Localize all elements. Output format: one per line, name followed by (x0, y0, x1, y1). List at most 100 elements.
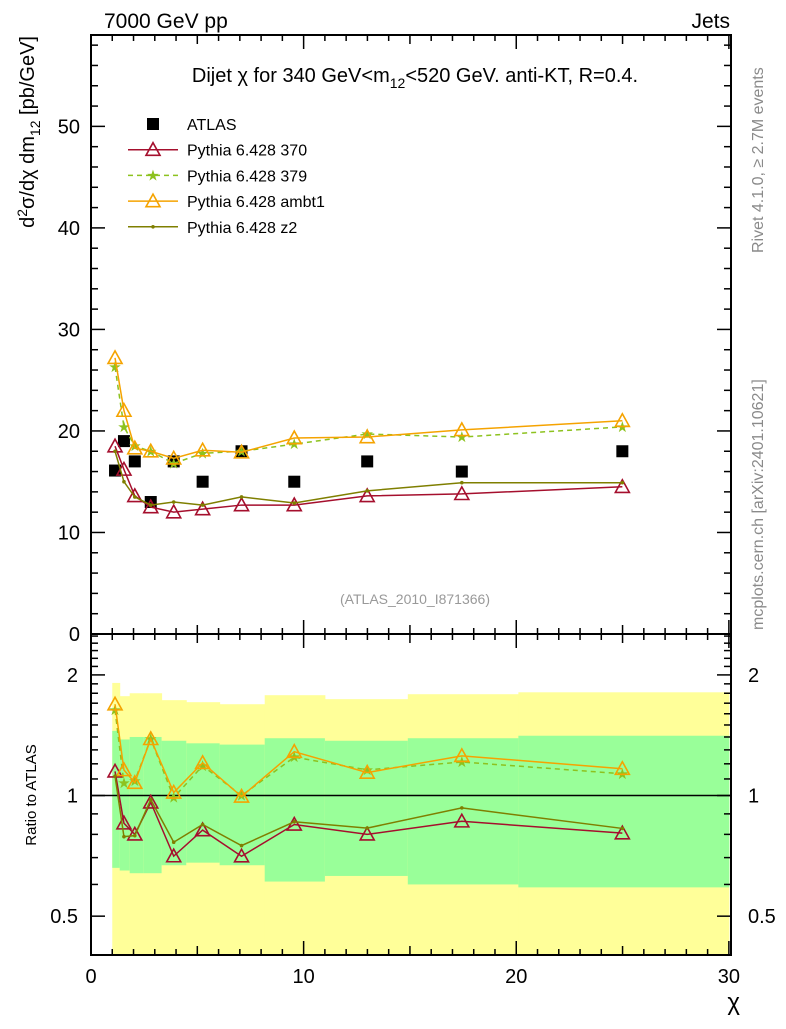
mcplots-label: mcplots.cern.ch [arXiv:2401.10621] (750, 379, 767, 630)
data-point-triangle (613, 412, 631, 428)
x-tick-label: 10 (292, 966, 314, 988)
data-point-dot (113, 774, 117, 778)
data-point-dot (239, 843, 244, 848)
data-point-dot (171, 840, 176, 845)
data-point-star: ★ (455, 754, 468, 771)
data-point-square (361, 455, 374, 468)
data-point-triangle (358, 487, 376, 503)
x-tick-label: 0 (85, 966, 96, 988)
x-tick-label: 30 (718, 966, 740, 988)
data-point-triangle (233, 443, 250, 459)
ratio-band-inner (119, 739, 131, 871)
data-point-star: ★ (360, 426, 373, 443)
ratio-y-axis-label: Ratio to ATLAS (23, 744, 40, 845)
data-point-triangle (126, 825, 144, 841)
y-tick-label: 30 (58, 319, 80, 341)
data-point-triangle (126, 774, 144, 790)
data-point-star: ★ (455, 429, 468, 446)
data-point-triangle (165, 503, 183, 519)
data-point-star: ★ (196, 445, 209, 462)
data-point-triangle (453, 747, 471, 763)
data-point-dot (365, 826, 369, 830)
data-point-dot (151, 225, 155, 229)
data-point-square (616, 445, 629, 458)
ratio-band-inner (129, 736, 144, 874)
data-point-triangle (194, 500, 211, 516)
data-point-star: ★ (146, 167, 159, 184)
data-point-dot (620, 480, 625, 485)
data-point-triangle (142, 442, 160, 458)
data-point-triangle (613, 824, 631, 840)
y-tick-label: 40 (58, 218, 80, 240)
data-point-square (196, 475, 209, 488)
legend-label: Pythia 6.428 370 (187, 143, 307, 160)
x-axis-label: χ (727, 989, 740, 1016)
data-point-triangle (613, 760, 631, 776)
data-point-dot (122, 834, 126, 839)
y-tick-label: 10 (58, 522, 80, 544)
ratio-series-line (114, 704, 623, 798)
data-point-dot (113, 449, 117, 454)
data-point-square (128, 455, 141, 468)
rivet-label: Rivet 4.1.0, ≥ 2.7M events (750, 67, 767, 253)
chart-title: Dijet χ for 340 GeV<m12<520 GeV. anti-KT… (192, 65, 638, 91)
data-point-triangle (453, 421, 471, 437)
data-point-triangle (613, 478, 631, 494)
data-point-triangle (142, 730, 160, 746)
data-point-triangle (165, 847, 183, 863)
series-line (114, 357, 623, 460)
data-point-triangle (453, 812, 471, 828)
data-point-triangle (453, 485, 471, 501)
y-axis-label: d2σ/dχ dm12 [pb/GeV] (14, 36, 43, 228)
ratio-series-line (114, 710, 623, 799)
data-point-star: ★ (616, 419, 629, 436)
data-point-square (455, 465, 468, 478)
data-point-dot (460, 480, 464, 485)
data-point-dot (200, 503, 205, 507)
data-point-triangle (194, 754, 211, 770)
series-line (114, 445, 623, 513)
legend-label: Pythia 6.428 ambt1 (187, 194, 325, 211)
data-point-dot (292, 819, 297, 824)
legend-label: Pythia 6.428 z2 (187, 220, 297, 237)
data-point-triangle (115, 814, 133, 830)
data-point-triangle (126, 487, 144, 503)
ratio-band-inner (161, 740, 187, 866)
data-point-dot (239, 495, 244, 499)
ratio-tick-label-left: 2 (67, 665, 78, 687)
data-point-triangle (358, 428, 376, 444)
y-tick-label: 0 (69, 624, 80, 646)
data-point-dot (171, 500, 176, 504)
data-point-triangle (358, 763, 376, 779)
data-point-triangle (142, 793, 160, 809)
data-point-triangle (115, 761, 133, 777)
series-line (114, 366, 623, 465)
ratio-band-inner (324, 740, 409, 876)
ratio-panel: ★★★★★★★★★ ★★0.5 0.51 12 2 (50, 633, 776, 956)
legend-label: ATLAS (187, 117, 237, 134)
data-point-triangle (144, 141, 162, 157)
data-point-dot (365, 489, 369, 493)
ratio-band-inner (518, 735, 730, 888)
y-tick-label: 20 (58, 421, 80, 443)
data-point-triangle (285, 496, 303, 512)
x-tick-label: 20 (505, 966, 527, 988)
ratio-tick-label-left: 0.5 (50, 906, 78, 928)
data-point-triangle (165, 783, 183, 799)
data-point-dot (620, 826, 625, 831)
data-point-triangle (115, 401, 133, 418)
analysis-label: (ATLAS_2010_I871366) (340, 591, 490, 607)
data-point-dot (148, 503, 153, 507)
data-point-star: ★ (288, 436, 301, 453)
data-point-dot (122, 479, 126, 484)
legend-label: Pythia 6.428 379 (187, 168, 307, 185)
data-point-triangle (194, 821, 211, 837)
data-point-triangle (106, 349, 124, 365)
header-right: Jets (691, 10, 730, 33)
data-point-square (235, 445, 248, 458)
data-point-triangle (358, 825, 376, 841)
data-point-dot (133, 833, 137, 838)
legend: ATLAS Pythia 6.428 370 ★ Pythia 6.428 379 Py… (128, 117, 325, 237)
